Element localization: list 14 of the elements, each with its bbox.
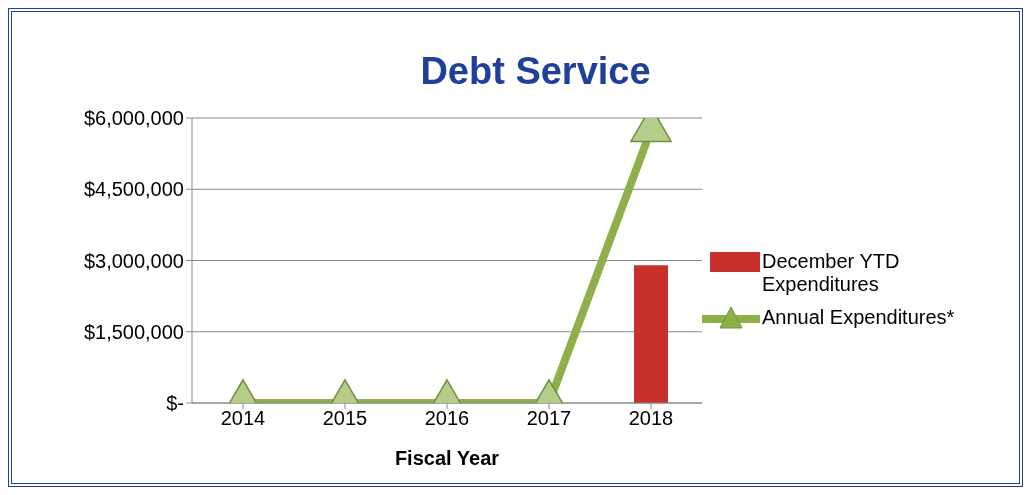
x-tick-label: 2016	[424, 407, 470, 430]
y-tick-label: $1,500,000	[83, 320, 184, 343]
y-tick-label: $-	[166, 392, 184, 415]
y-tick-label: $4,500,000	[83, 178, 184, 201]
x-axis-title: Fiscal Year	[394, 447, 500, 469]
x-tick-label: 2015	[322, 407, 368, 430]
y-tick-label: $3,000,000	[83, 249, 184, 272]
x-tick-label: 2017	[526, 407, 572, 430]
x-tick-label: 2014	[220, 407, 266, 430]
chart-title: Debt Service	[419, 49, 652, 94]
y-tick-label: $6,000,000	[83, 107, 184, 130]
legend-label: Annual Expenditures*	[762, 305, 956, 329]
legend-label: December YTD Expenditures	[762, 249, 901, 296]
x-tick-label: 2018	[628, 407, 674, 430]
